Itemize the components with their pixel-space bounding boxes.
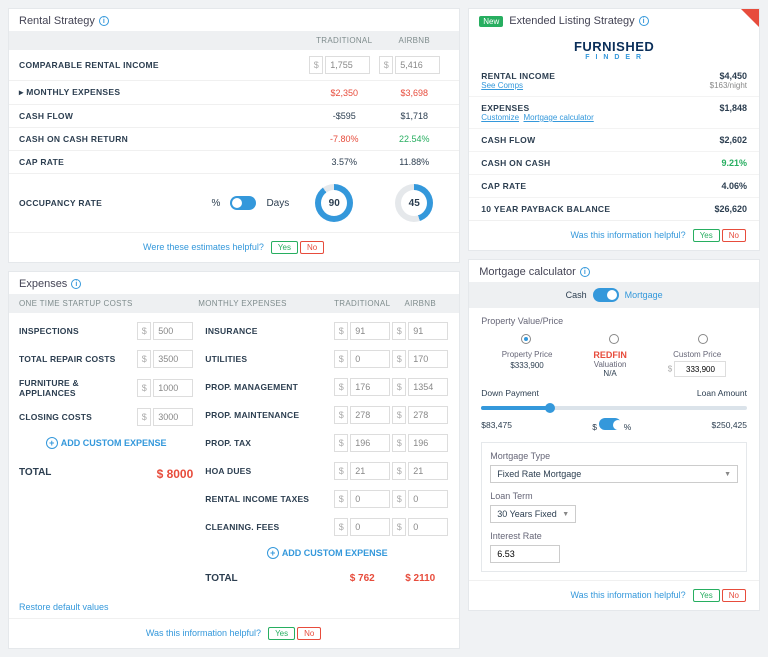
add-custom-startup[interactable]: +ADD CUSTOM EXPENSE <box>19 431 193 455</box>
expenses-panel: Expenses i ONE TIME STARTUP COSTSMONTHLY… <box>8 271 460 649</box>
mortgage-calc-link[interactable]: Mortgage calculator <box>523 113 593 122</box>
rental-strategy-panel: Rental Strategy i TRADITIONALAIRBNB COMP… <box>8 8 460 263</box>
see-comps-link[interactable]: See Comps <box>481 81 523 90</box>
chevron-down-icon: ▼ <box>724 471 731 478</box>
info-icon[interactable]: i <box>99 16 109 26</box>
extended-panel: NewExtended Listing Strategy i FURNISHED… <box>468 8 760 251</box>
radio-redfin[interactable] <box>609 334 619 344</box>
interest-rate-input[interactable] <box>490 545 560 563</box>
inspections-input[interactable] <box>153 322 193 340</box>
mortgage-type-select[interactable]: Fixed Rate Mortgage▼ <box>490 465 738 483</box>
loan-term-select[interactable]: 30 Years Fixed▼ <box>490 505 576 523</box>
row-expenses-label[interactable]: ▸ MONTHLY EXPENSES <box>19 87 309 98</box>
col-airbnb: AIRBNB <box>379 36 449 45</box>
yes-button[interactable]: Yes <box>693 589 720 602</box>
yes-button[interactable]: Yes <box>271 241 298 254</box>
furniture-input[interactable] <box>153 379 193 397</box>
dp-unit-toggle[interactable] <box>599 418 621 430</box>
radio-custom[interactable] <box>698 334 708 344</box>
donut-trad: 90 <box>315 184 353 222</box>
corner-ribbon-icon <box>741 9 759 27</box>
closing-input[interactable] <box>153 408 193 426</box>
donut-airbnb: 45 <box>395 184 433 222</box>
occupancy-toggle[interactable] <box>230 196 256 210</box>
chevron-down-icon: ▼ <box>562 511 569 518</box>
no-button[interactable]: No <box>297 627 321 640</box>
no-button[interactable]: No <box>300 241 324 254</box>
col-traditional: TRADITIONAL <box>309 36 379 45</box>
info-icon[interactable]: i <box>71 279 81 289</box>
ins-trad[interactable] <box>350 322 390 340</box>
row-income-label: COMPARABLE RENTAL INCOME <box>19 60 309 70</box>
no-button[interactable]: No <box>722 589 746 602</box>
custom-price-input[interactable] <box>674 361 726 377</box>
furnished-finder-logo: FURNISHEDF I N D E R <box>469 31 759 65</box>
yes-button[interactable]: Yes <box>693 229 720 242</box>
customize-link[interactable]: Customize <box>481 113 519 122</box>
income-trad-input[interactable] <box>325 56 370 74</box>
down-payment-slider[interactable] <box>481 406 747 410</box>
new-badge: New <box>479 16 503 27</box>
ins-airbnb[interactable] <box>408 322 448 340</box>
no-button[interactable]: No <box>722 229 746 242</box>
income-airbnb-input[interactable] <box>395 56 440 74</box>
yes-button[interactable]: Yes <box>268 627 295 640</box>
radio-property-price[interactable] <box>521 334 531 344</box>
info-icon[interactable]: i <box>639 16 649 26</box>
repair-input[interactable] <box>153 350 193 368</box>
add-custom-monthly[interactable]: +ADD CUSTOM EXPENSE <box>205 541 449 565</box>
info-icon[interactable]: i <box>580 267 590 277</box>
cash-mortgage-toggle[interactable] <box>593 288 619 302</box>
panel-title-rental: Rental Strategy i <box>9 9 459 31</box>
mortgage-panel: Mortgage calculator i CashMortgage Prope… <box>468 259 760 611</box>
restore-defaults[interactable]: Restore default values <box>9 596 459 618</box>
